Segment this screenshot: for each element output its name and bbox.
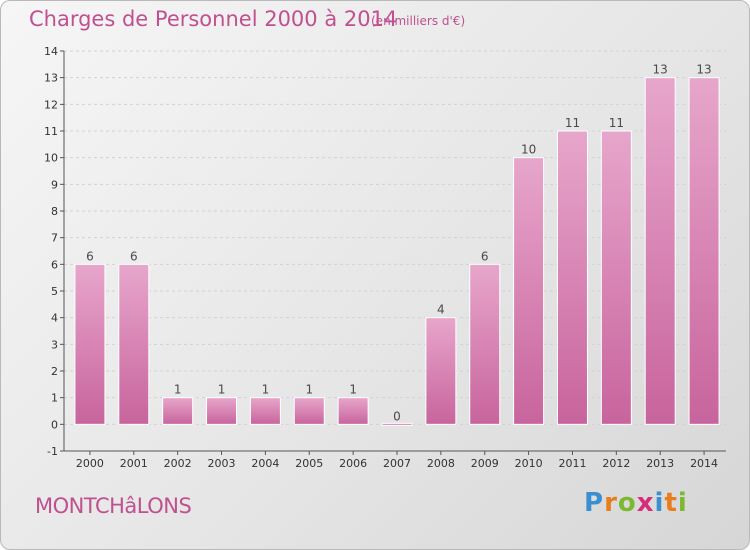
x-tick-label: 2006: [339, 457, 367, 470]
y-tick-label: 5: [51, 285, 58, 298]
bar: [162, 397, 194, 425]
x-tick-label: 2002: [164, 457, 192, 470]
x-tick-label: 2000: [76, 457, 104, 470]
bar: [118, 263, 150, 425]
bar-value-label: 6: [130, 249, 138, 263]
bar-value-label: 11: [565, 116, 580, 130]
chart-title: Charges de Personnel 2000 à 2014: [29, 7, 398, 31]
y-tick-label: 7: [51, 232, 58, 245]
y-tick-label: 13: [44, 72, 58, 85]
logo-letter: o: [617, 488, 637, 518]
logo-letter: i: [654, 488, 665, 518]
bar-value-label: 1: [174, 383, 182, 397]
y-tick-label: 11: [44, 125, 58, 138]
bar-value-label: 6: [481, 249, 489, 263]
x-tick-label: 2009: [471, 457, 499, 470]
bar: [381, 422, 413, 426]
logo-letter: i: [677, 488, 688, 518]
bar-value-label: 11: [609, 116, 624, 130]
bar-value-label: 1: [262, 383, 270, 397]
bar: [513, 157, 545, 425]
x-tick-label: 2013: [646, 457, 674, 470]
bar: [293, 397, 325, 425]
bar: [469, 263, 501, 425]
y-tick-label: 10: [44, 152, 58, 165]
y-tick-label: 3: [51, 338, 58, 351]
y-tick-label: -1: [47, 445, 58, 458]
y-tick-label: 14: [44, 45, 58, 58]
bar-value-label: 1: [218, 383, 226, 397]
x-tick-label: 2007: [383, 457, 411, 470]
y-tick-label: 2: [51, 365, 58, 378]
logo-letter: t: [664, 488, 678, 518]
x-tick-label: 2003: [208, 457, 236, 470]
bar-value-label: 10: [521, 143, 536, 157]
bar: [206, 397, 238, 425]
x-tick-label: 2011: [558, 457, 586, 470]
y-tick-label: 12: [44, 98, 58, 111]
bar: [249, 397, 281, 425]
logo-letter: x: [636, 488, 655, 518]
bar: [556, 130, 588, 425]
logo-letter: r: [604, 488, 618, 518]
bar: [688, 77, 720, 425]
y-tick-label: 1: [51, 392, 58, 405]
x-tick-label: 2004: [251, 457, 279, 470]
y-tick-label: 0: [51, 418, 58, 431]
bar-value-label: 1: [305, 383, 313, 397]
x-tick-label: 2005: [295, 457, 323, 470]
bar: [644, 77, 676, 425]
y-tick-label: 9: [51, 178, 58, 191]
town-name: MONTCHâLONS: [35, 494, 192, 518]
bar-value-label: 4: [437, 303, 445, 317]
bar-value-label: 1: [349, 383, 357, 397]
bar-value-label: 13: [653, 63, 668, 77]
chart-unit: (en milliers d'€): [371, 14, 466, 28]
bar: [337, 397, 369, 425]
x-tick-label: 2014: [690, 457, 718, 470]
y-tick-label: 4: [51, 312, 58, 325]
bar-value-label: 0: [393, 409, 401, 423]
bar-value-label: 6: [86, 249, 94, 263]
y-tick-label: 8: [51, 205, 58, 218]
bar-value-label: 13: [696, 63, 711, 77]
x-tick-label: 2001: [120, 457, 148, 470]
x-tick-label: 2010: [515, 457, 543, 470]
proxiti-logo: Proxiti: [584, 488, 688, 518]
logo-letter: P: [584, 488, 605, 518]
bar: [425, 317, 457, 425]
x-tick-label: 2008: [427, 457, 455, 470]
y-tick-label: 6: [51, 258, 58, 271]
x-tick-label: 2012: [602, 457, 630, 470]
bar: [600, 130, 632, 425]
bar: [74, 263, 106, 425]
